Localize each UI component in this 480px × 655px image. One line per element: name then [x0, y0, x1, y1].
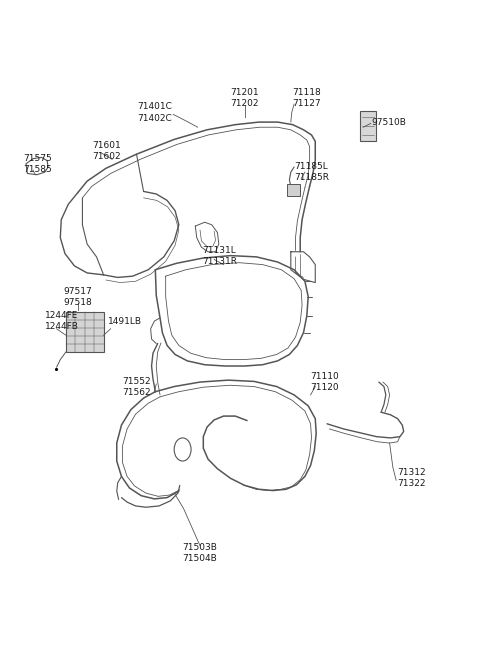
Text: 1244FE
1244FB: 1244FE 1244FB — [45, 311, 79, 331]
Text: 71401C
71402C: 71401C 71402C — [137, 102, 172, 122]
Text: 71312
71322: 71312 71322 — [397, 468, 426, 489]
FancyBboxPatch shape — [360, 111, 376, 141]
Text: 71575
71585: 71575 71585 — [24, 154, 52, 174]
Text: 71131L
71131R: 71131L 71131R — [203, 246, 238, 266]
Text: 71118
71127: 71118 71127 — [292, 88, 321, 108]
FancyBboxPatch shape — [66, 312, 104, 352]
FancyBboxPatch shape — [287, 184, 300, 196]
Text: 71552
71562: 71552 71562 — [122, 377, 151, 397]
Text: 71201
71202: 71201 71202 — [230, 88, 259, 108]
Text: 71601
71602: 71601 71602 — [92, 141, 120, 161]
Text: 71185L
71185R: 71185L 71185R — [294, 162, 329, 182]
Text: 71110
71120: 71110 71120 — [311, 372, 339, 392]
Text: 71503B
71504B: 71503B 71504B — [182, 544, 217, 563]
Text: 97517
97518: 97517 97518 — [63, 287, 92, 307]
Text: 1491LB: 1491LB — [108, 316, 142, 326]
Text: 97510B: 97510B — [372, 118, 407, 126]
